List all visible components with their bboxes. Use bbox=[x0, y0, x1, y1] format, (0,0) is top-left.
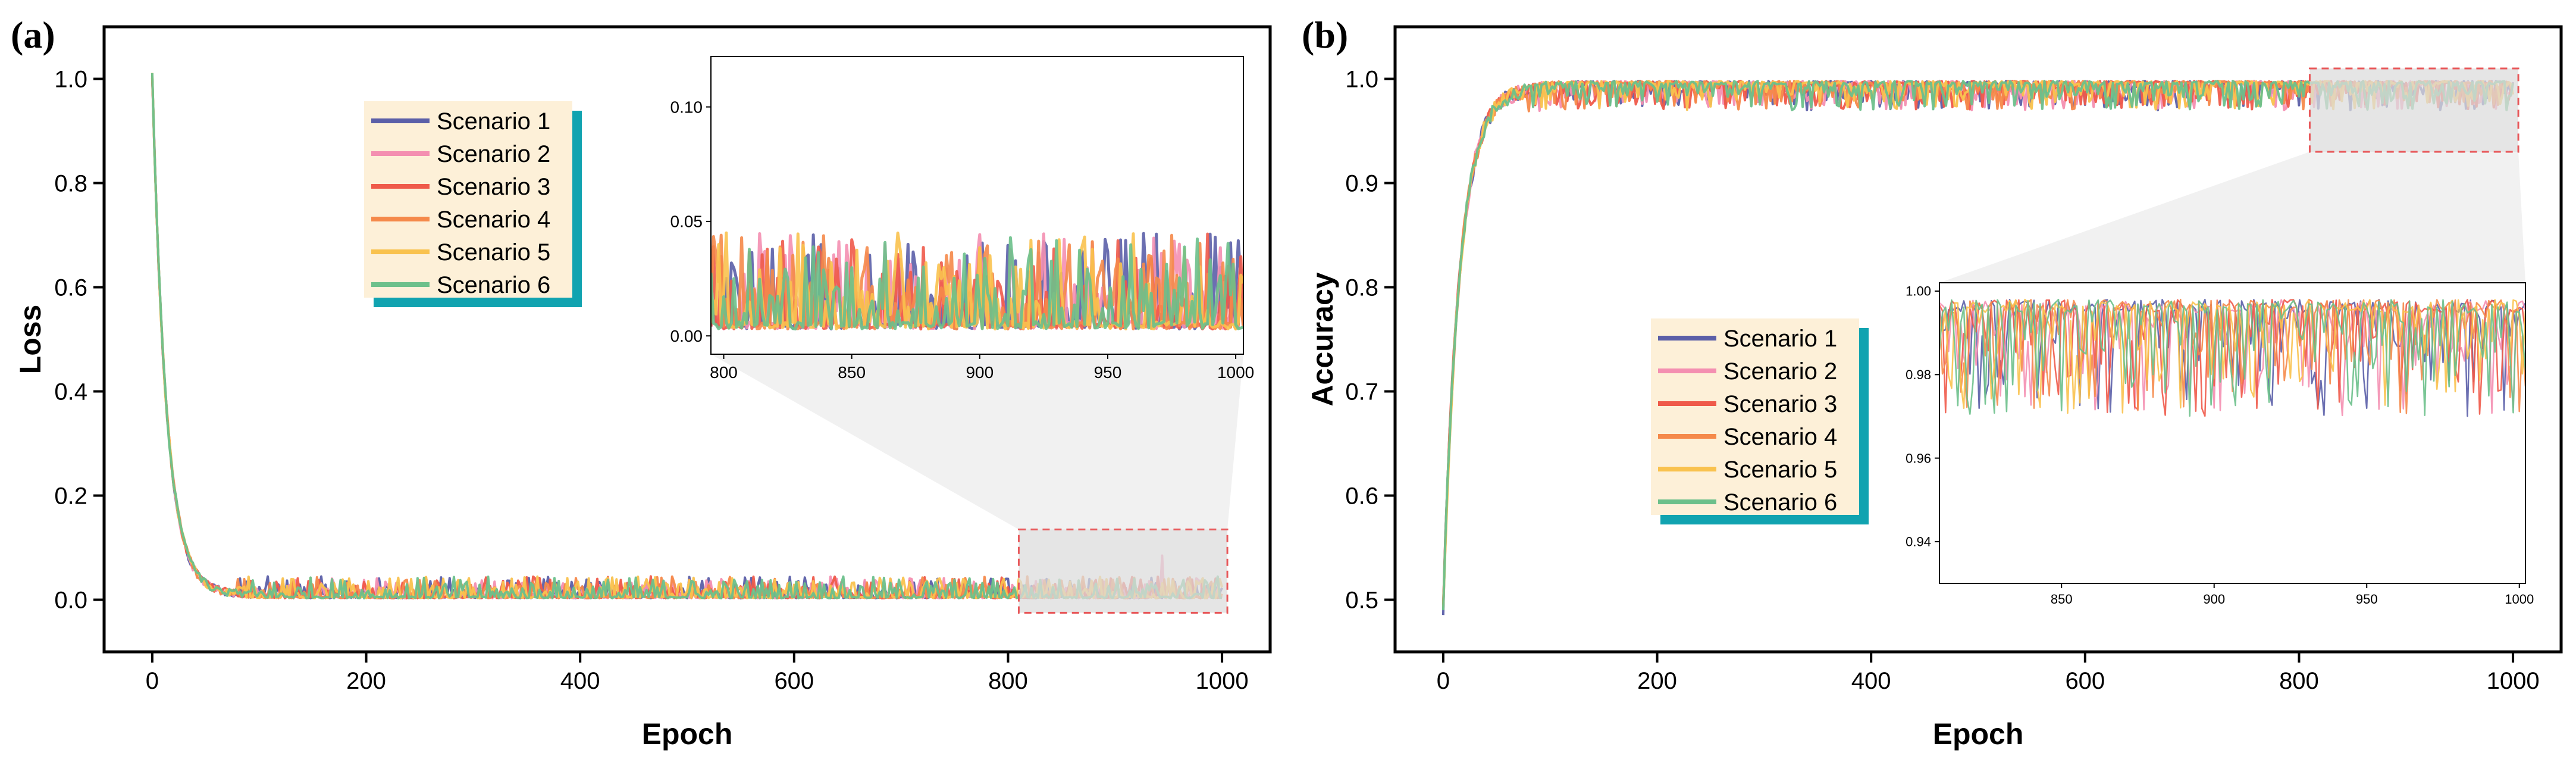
y-tick-label: 0.4 bbox=[54, 379, 87, 405]
inset-frame bbox=[710, 56, 1244, 355]
y-tick-label: 0.7 bbox=[1345, 379, 1378, 405]
inset-series-line-6 bbox=[711, 236, 1243, 331]
x-tick-label: 0 bbox=[1437, 668, 1450, 694]
y-tick-label: 0.2 bbox=[54, 483, 87, 510]
legend-label: Scenario 2 bbox=[1723, 358, 1837, 385]
y-tick-label: 0.6 bbox=[1345, 483, 1378, 510]
x-tick-label: 0 bbox=[146, 668, 159, 694]
inset-x-tick-label: 900 bbox=[2203, 592, 2225, 607]
y-tick-label: 0.9 bbox=[1345, 171, 1378, 197]
zoom-connector bbox=[711, 354, 1243, 530]
x-axis-title: Epoch bbox=[642, 717, 733, 751]
x-tick-label: 800 bbox=[988, 668, 1028, 694]
inset-x-tick-label: 850 bbox=[838, 363, 866, 382]
legend: Scenario 1 Scenario 2 Scenario 3 Scenario 4… bbox=[1651, 318, 1869, 524]
legend-label: Scenario 1 bbox=[1723, 326, 1837, 352]
legend-box bbox=[1651, 318, 1859, 515]
legend-label: Scenario 2 bbox=[437, 141, 550, 167]
inset-y-tick-label: 0.96 bbox=[1906, 451, 1931, 466]
inset-y-tick-label: 0.00 bbox=[670, 327, 703, 345]
panel-label: (b) bbox=[1302, 14, 1348, 56]
zoom-connector bbox=[1939, 152, 2525, 283]
x-tick-label: 600 bbox=[774, 668, 814, 694]
inset-x-tick-label: 950 bbox=[2356, 592, 2378, 607]
legend-label: Scenario 3 bbox=[437, 174, 550, 200]
y-tick-label: 0.5 bbox=[1345, 588, 1378, 614]
inset-x-tick-label: 1000 bbox=[1217, 363, 1254, 382]
inset-y-tick-label: 0.94 bbox=[1906, 535, 1931, 549]
inset-series-group bbox=[711, 231, 1243, 331]
axes-frame bbox=[1393, 25, 2563, 654]
inset-x-tick-label: 800 bbox=[710, 363, 738, 382]
legend-label: Scenario 4 bbox=[437, 207, 550, 233]
panel-a: (a) 0 200 400 600 800 1000 0.0 0.2 0.4 0.6 0.8 1.0 Ep… bbox=[11, 14, 1272, 751]
y-tick-label: 0.6 bbox=[54, 275, 87, 301]
panel-label: (a) bbox=[11, 14, 55, 56]
legend-box bbox=[364, 101, 572, 298]
legend-label: Scenario 5 bbox=[1723, 457, 1837, 483]
zoom-region bbox=[1017, 528, 1229, 614]
y-tick-label: 1.0 bbox=[1345, 67, 1378, 93]
inset: 800 850 900 950 1000 0.00 0.05 0.10 bbox=[670, 56, 1254, 382]
legend-label: Scenario 5 bbox=[437, 239, 550, 266]
inset-y-tick-label: 0.98 bbox=[1906, 367, 1931, 382]
x-axis-title: Epoch bbox=[1933, 717, 2024, 751]
inset-series-line-4 bbox=[1939, 298, 2525, 414]
inset-frame bbox=[1939, 282, 2526, 584]
inset-y-tick-label: 1.00 bbox=[1906, 284, 1931, 299]
inset-x-tick-label: 950 bbox=[1094, 363, 1122, 382]
inset: 850 900 950 1000 0.94 0.96 0.98 1.00 bbox=[1906, 282, 2534, 607]
y-tick-label: 0.8 bbox=[54, 171, 87, 197]
axes-frame bbox=[102, 25, 1272, 654]
y-tick-label: 0.0 bbox=[54, 588, 87, 614]
x-tick-label: 1000 bbox=[1196, 668, 1249, 694]
y-tick-label: 1.0 bbox=[54, 67, 87, 93]
inset-x-tick-label: 900 bbox=[966, 363, 994, 382]
inset-series-line-6 bbox=[1939, 298, 2525, 417]
legend-label: Scenario 6 bbox=[1723, 489, 1837, 516]
x-tick-label: 200 bbox=[1637, 668, 1677, 694]
legend-label: Scenario 1 bbox=[437, 108, 550, 135]
y-tick-label: 0.8 bbox=[1345, 275, 1378, 301]
legend-label: Scenario 4 bbox=[1723, 424, 1837, 450]
y-axis-title: Loss bbox=[14, 305, 47, 374]
inset-y-tick-label: 0.10 bbox=[670, 98, 703, 116]
inset-x-tick-label: 1000 bbox=[2505, 592, 2534, 607]
x-tick-label: 400 bbox=[560, 668, 600, 694]
x-tick-label: 400 bbox=[1851, 668, 1891, 694]
x-tick-label: 600 bbox=[2065, 668, 2105, 694]
x-tick-label: 1000 bbox=[2487, 668, 2540, 694]
legend-label: Scenario 3 bbox=[1723, 391, 1837, 417]
inset-x-tick-label: 850 bbox=[2051, 592, 2073, 607]
inset-series-group bbox=[1939, 298, 2525, 417]
inset-y-tick-label: 0.05 bbox=[670, 213, 703, 231]
x-tick-label: 800 bbox=[2279, 668, 2319, 694]
legend: Scenario 1 Scenario 2 Scenario 3 Scenario 4… bbox=[364, 101, 582, 307]
zoom-region bbox=[2308, 67, 2519, 153]
panel-b: (b) 0 200 400 600 800 1000 0.5 0.6 0.7 0.8 0.9 1.0 Ep… bbox=[1302, 14, 2563, 751]
x-tick-label: 200 bbox=[346, 668, 386, 694]
legend-label: Scenario 6 bbox=[437, 272, 550, 298]
y-axis-title: Accuracy bbox=[1306, 272, 1339, 406]
